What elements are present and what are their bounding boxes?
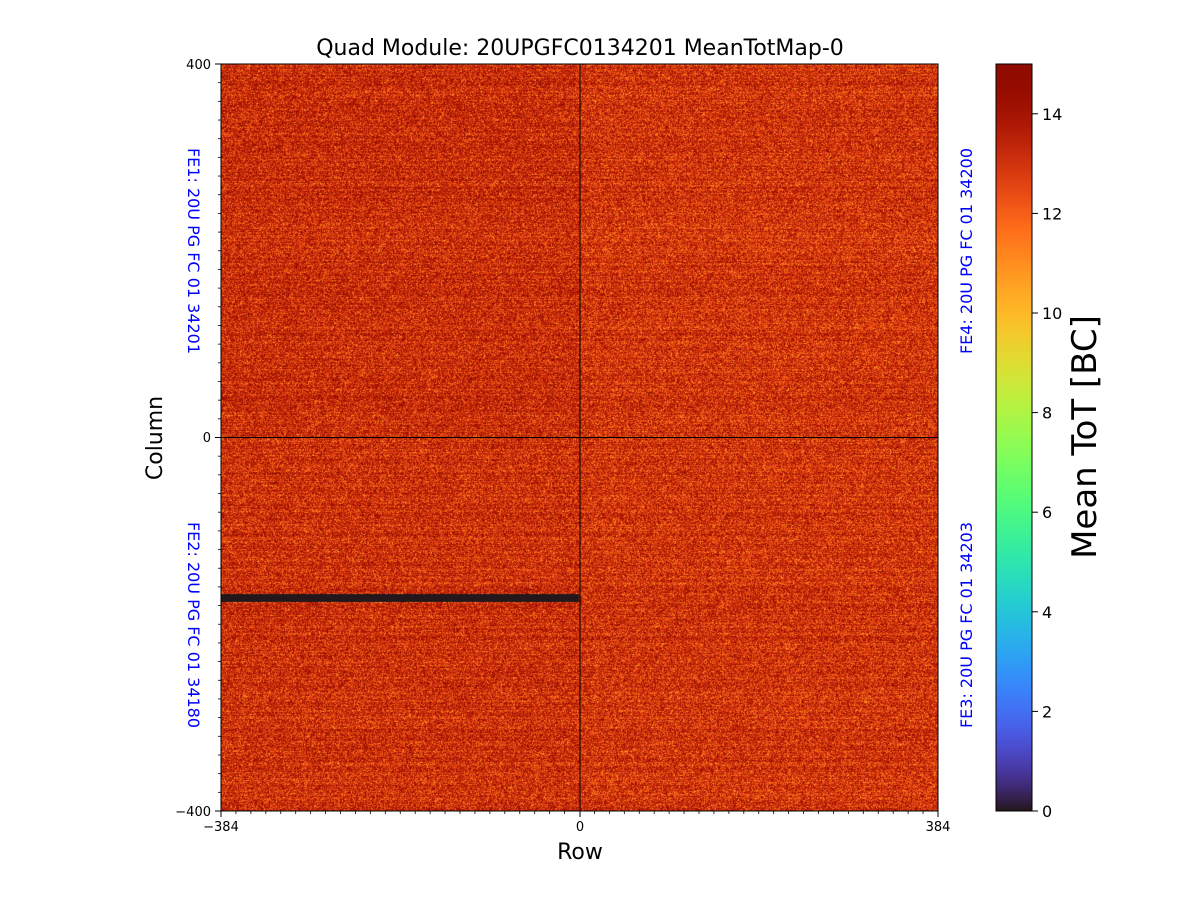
y-axis-label: Column xyxy=(143,396,168,480)
y-tick-label: 400 xyxy=(186,58,211,73)
fe4-chip-label: FE4: 20U PG FC 01 34200 xyxy=(957,148,976,354)
minor-ticks xyxy=(218,82,924,814)
colorbar-tick-label: 6 xyxy=(1042,503,1052,522)
fe2-chip-label: FE2: 20U PG FC 01 34180 xyxy=(184,522,203,728)
colorbar-tick-label: 10 xyxy=(1042,304,1062,323)
colorbar-label: Mean ToT [BC] xyxy=(1065,315,1105,559)
colorbar-tick-label: 12 xyxy=(1042,204,1062,223)
x-tick-label: 0 xyxy=(576,820,584,835)
colorbar-tick-label: 0 xyxy=(1042,802,1052,821)
colorbar-ticks: 0 2 4 6 8 10 12 14 xyxy=(1032,105,1062,821)
x-tick-label: 384 xyxy=(926,820,951,835)
colorbar-tick-label: 2 xyxy=(1042,702,1052,721)
x-axis-label: Row xyxy=(557,840,603,865)
fe3-chip-label: FE3: 20U PG FC 01 34203 xyxy=(957,522,976,728)
y-tick-label: −400 xyxy=(175,805,211,820)
colorbar-gradient xyxy=(996,64,1032,811)
colorbar-tick-label: 4 xyxy=(1042,603,1052,622)
chart-title: Quad Module: 20UPGFC0134201 MeanTotMap-0 xyxy=(316,36,844,61)
colorbar-frame xyxy=(995,63,1033,812)
y-tick-label: 0 xyxy=(203,431,211,446)
colorbar-tick-label: 14 xyxy=(1042,105,1062,124)
fe1-chip-label: FE1: 20U PG FC 01 34201 xyxy=(184,148,203,354)
colorbar-tick-label: 8 xyxy=(1042,404,1052,423)
x-tick-label: −384 xyxy=(203,820,239,835)
